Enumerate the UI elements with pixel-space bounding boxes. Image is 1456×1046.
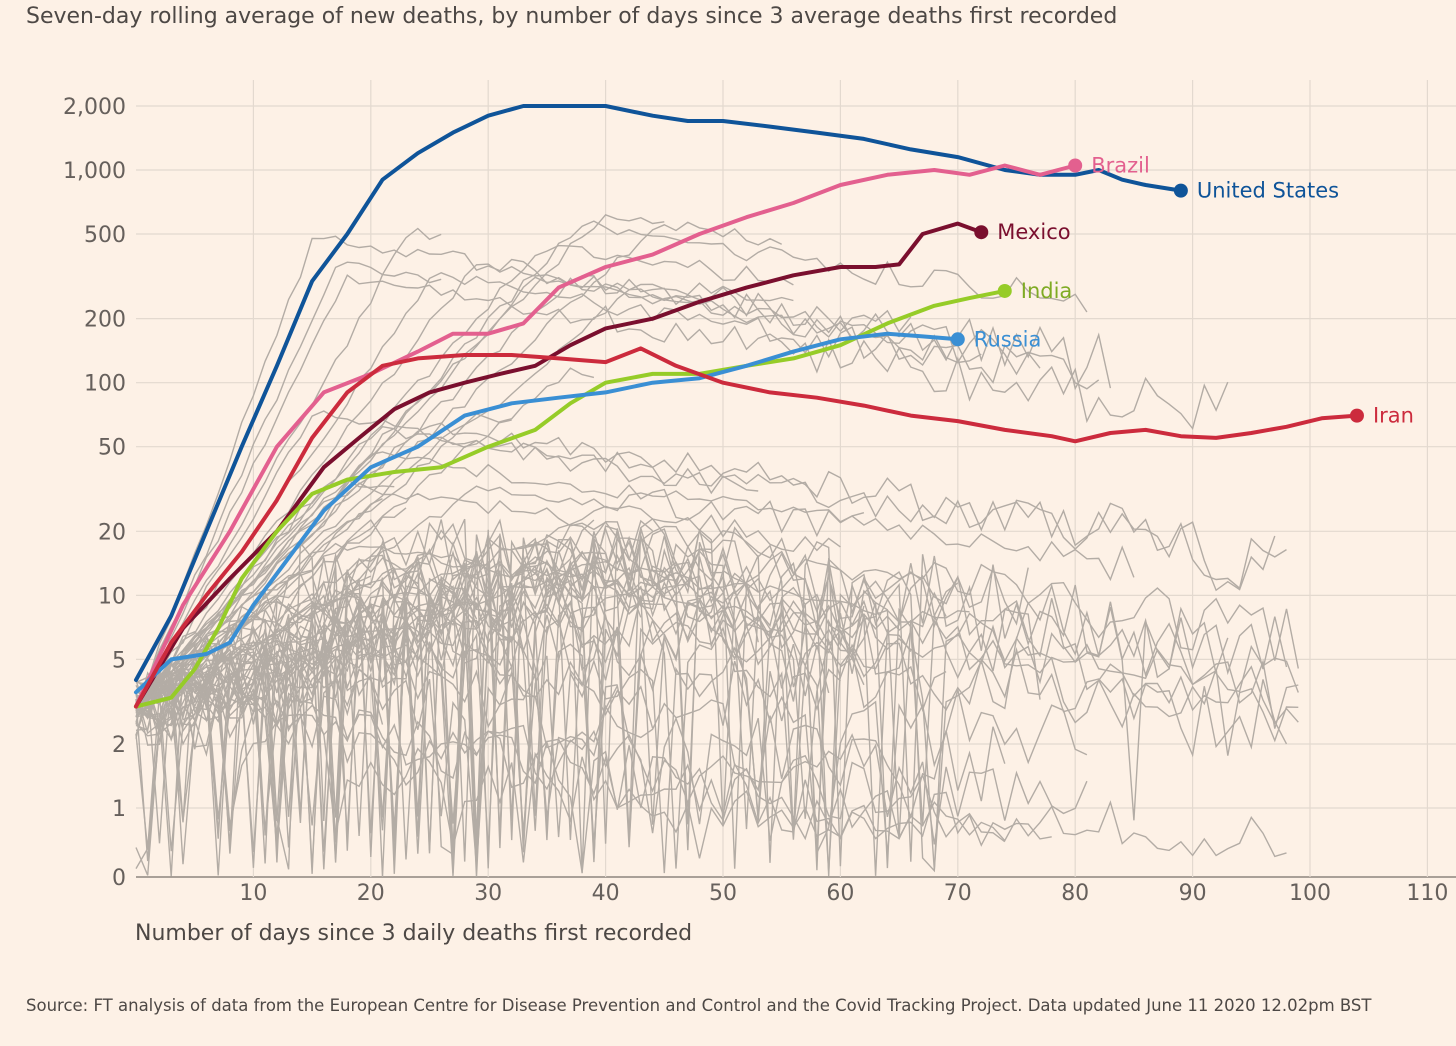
background-country-line	[135, 227, 442, 703]
series-label-mexico: Mexico	[997, 220, 1070, 244]
series-end-dot-india	[997, 283, 1012, 298]
x-tick-label: 110	[1406, 881, 1448, 906]
background-country-line	[135, 261, 442, 711]
x-tick-label: 20	[357, 881, 385, 906]
y-tick-label: 5	[112, 648, 126, 673]
y-tick-label: 2,000	[63, 95, 126, 120]
series-label-iran: Iran	[1373, 404, 1414, 428]
background-country-line	[135, 282, 794, 704]
y-tick-label: 200	[84, 308, 126, 333]
x-axis-title: Number of days since 3 daily deaths firs…	[135, 921, 692, 946]
background-country-line	[135, 525, 1229, 732]
source-note: Source: FT analysis of data from the Eur…	[26, 996, 1372, 1015]
series-line-brazil	[134, 163, 1078, 709]
y-tick-label: 50	[98, 436, 126, 461]
background-country-line	[135, 575, 1288, 870]
series-label-russia: Russia	[974, 327, 1042, 351]
y-tick-label: 500	[84, 223, 126, 248]
background-country-line	[135, 519, 654, 874]
y-tick-label: 0	[112, 866, 126, 891]
series-end-dot-mexico	[974, 225, 989, 240]
background-country-line	[135, 557, 465, 854]
x-tick-label: 90	[1179, 881, 1207, 906]
series-end-dot-russia	[950, 332, 965, 347]
x-tick-label: 70	[944, 881, 972, 906]
series-line-russia	[134, 331, 960, 695]
series-label-united-states: United States	[1197, 179, 1339, 203]
y-tick-label: 100	[84, 372, 126, 397]
x-tick-label: 10	[239, 881, 267, 906]
background-country-line	[135, 520, 1288, 874]
background-country-line	[135, 263, 912, 708]
y-tick-label: 20	[98, 520, 126, 545]
y-tick-label: 10	[98, 584, 126, 609]
background-country-line	[135, 425, 759, 713]
x-tick-label: 40	[592, 881, 620, 906]
background-country-line	[135, 274, 1229, 703]
chart-subtitle: Seven-day rolling average of new deaths,…	[26, 4, 1118, 29]
background-country-line	[135, 451, 865, 711]
gridlines	[136, 80, 1456, 878]
series-label-brazil: Brazil	[1091, 154, 1150, 178]
background-country-line	[135, 565, 1299, 874]
background-country-line	[135, 596, 865, 872]
x-tick-label: 80	[1061, 881, 1089, 906]
x-tick-label: 60	[826, 881, 854, 906]
y-tick-label: 1	[112, 797, 126, 822]
highlighted-series: United States Brazil Mexico India Russia Iran	[134, 104, 1414, 709]
series-line-united-states	[134, 104, 1183, 682]
series-end-dot-united-states	[1173, 183, 1188, 198]
background-country-line	[135, 410, 1276, 705]
background-country-line	[135, 662, 1088, 876]
series-end-dot-brazil	[1068, 158, 1083, 173]
x-tick-label: 50	[709, 881, 737, 906]
background-country-line	[135, 220, 1088, 708]
background-country-line	[135, 277, 1041, 704]
series-line-mexico	[134, 221, 984, 709]
x-tick-label: 30	[474, 881, 502, 906]
background-country-line	[135, 422, 1287, 704]
y-tick-label: 2	[112, 733, 126, 758]
background-country-line	[135, 534, 759, 863]
y-tick-label: 1,000	[63, 159, 126, 184]
background-series-lines	[135, 213, 1299, 878]
series-label-india: India	[1021, 279, 1073, 303]
background-country-line	[135, 272, 1100, 709]
background-country-line	[135, 692, 1287, 873]
axis-ticks: 0 1 2 5 10 20 50 100 200 500 1,000 2,000 10 20 30 40 50 6…	[63, 95, 1448, 906]
series-line-iran	[134, 346, 1359, 709]
series-end-dot-iran	[1349, 408, 1364, 423]
background-country-line	[135, 490, 1135, 707]
x-tick-label: 100	[1289, 881, 1331, 906]
background-country-line	[135, 681, 912, 863]
